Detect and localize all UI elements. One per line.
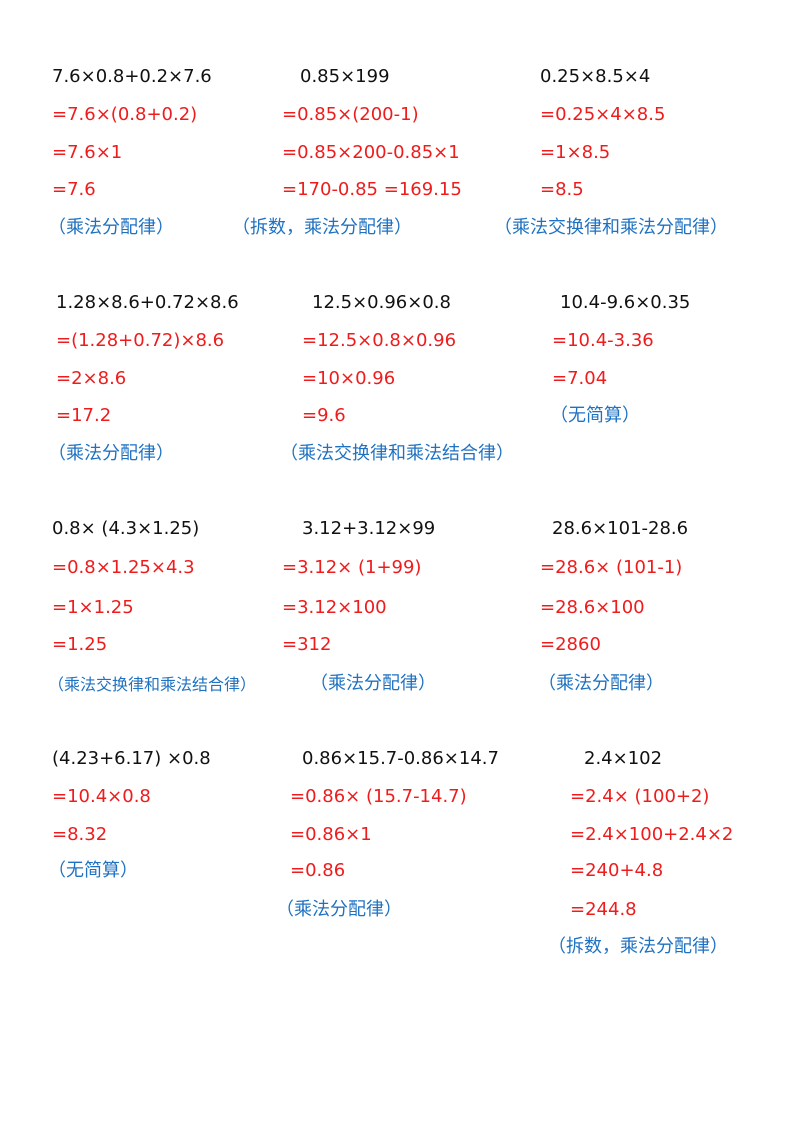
problem-step: =17.2 [56, 405, 112, 426]
problem-step: =0.85×(200-1) [282, 104, 419, 125]
problem-question: (4.23+6.17) ×0.8 [52, 748, 211, 769]
problem-question: 2.4×102 [584, 748, 663, 769]
problem-step: =0.8×1.25×4.3 [52, 557, 195, 578]
problem-step: =240+4.8 [570, 860, 664, 881]
problem-step: =0.85×200-0.85×1 [282, 142, 460, 163]
problem-step: =8.5 [540, 179, 584, 200]
problem-note: （拆数，乘法分配律） [548, 936, 728, 957]
problem-step: =244.8 [570, 899, 637, 920]
problem-step: =10.4×0.8 [52, 786, 151, 807]
problem-note: （乘法交换律和乘法结合律） [48, 675, 257, 694]
problem-step: =7.6×(0.8+0.2) [52, 104, 198, 125]
problem-note: （乘法分配律） [48, 217, 174, 238]
problem-step: =0.86× (15.7-14.7) [290, 786, 467, 807]
problem-step: =7.6×1 [52, 142, 123, 163]
problem-question: 0.25×8.5×4 [540, 66, 651, 87]
problem-step: =1.25 [52, 634, 108, 655]
problem-step: =28.6×100 [540, 597, 645, 618]
problem-note: （乘法分配律） [538, 673, 664, 694]
problem-step: =1×1.25 [52, 597, 134, 618]
problem-step: =312 [282, 634, 332, 655]
problem-note: （乘法分配律） [48, 443, 174, 464]
problem-question: 0.8× (4.3×1.25) [52, 518, 200, 539]
problem-step: =(1.28+0.72)×8.6 [56, 330, 225, 351]
problem-note: （拆数，乘法分配律） [232, 217, 412, 238]
problem-step: =0.86×1 [290, 824, 372, 845]
problem-note: （无简算） [48, 860, 138, 881]
problem-question: 3.12+3.12×99 [302, 518, 436, 539]
problem-question: 12.5×0.96×0.8 [312, 292, 451, 313]
problem-step: =170-0.85 =169.15 [282, 179, 462, 200]
problem-step: =28.6× (101-1) [540, 557, 683, 578]
problem-step: =0.86 [290, 860, 346, 881]
problem-note: （乘法分配律） [310, 673, 436, 694]
problem-step: =2.4× (100+2) [570, 786, 710, 807]
problem-step: =0.25×4×8.5 [540, 104, 666, 125]
problem-note: （乘法分配律） [276, 899, 402, 920]
problem-step: =3.12×100 [282, 597, 387, 618]
problem-step: =8.32 [52, 824, 108, 845]
problem-note: （乘法交换律和乘法结合律） [280, 443, 514, 464]
problem-question: 10.4-9.6×0.35 [560, 292, 691, 313]
problem-step: =2.4×100+2.4×2 [570, 824, 734, 845]
problem-step: =12.5×0.8×0.96 [302, 330, 457, 351]
problem-note: （无简算） [550, 405, 640, 426]
problem-note: （乘法交换律和乘法分配律） [494, 217, 728, 238]
problem-step: =10.4-3.36 [552, 330, 654, 351]
problem-step: =3.12× (1+99) [282, 557, 422, 578]
problem-step: =10×0.96 [302, 368, 396, 389]
problem-step: =2860 [540, 634, 601, 655]
problem-step: =2×8.6 [56, 368, 127, 389]
problem-question: 28.6×101-28.6 [552, 518, 689, 539]
problem-question: 0.86×15.7-0.86×14.7 [302, 748, 499, 769]
problem-step: =9.6 [302, 405, 346, 426]
problem-question: 7.6×0.8+0.2×7.6 [52, 66, 212, 87]
problem-question: 0.85×199 [300, 66, 390, 87]
problem-step: =7.6 [52, 179, 96, 200]
problem-step: =7.04 [552, 368, 608, 389]
problem-step: =1×8.5 [540, 142, 611, 163]
problem-question: 1.28×8.6+0.72×8.6 [56, 292, 239, 313]
